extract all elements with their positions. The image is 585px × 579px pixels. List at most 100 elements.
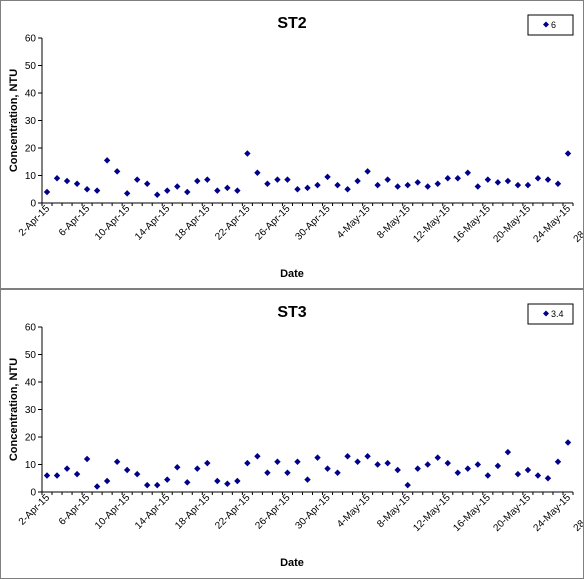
y-tick-label: 10: [25, 171, 37, 182]
data-point: [454, 175, 461, 182]
data-point: [564, 150, 572, 157]
data-point: [414, 179, 421, 186]
data-point: [364, 453, 371, 460]
data-point: [364, 168, 371, 175]
y-tick-label: 60: [25, 34, 37, 45]
data-point: [384, 176, 391, 183]
y-tick-label: 0: [30, 488, 36, 499]
data-point: [474, 183, 482, 190]
data-point: [554, 458, 562, 465]
x-tick-label: 8-May-15: [375, 203, 413, 241]
x-tick-label: 24-May-15: [532, 492, 574, 534]
data-point: [464, 465, 472, 472]
data-point: [174, 464, 181, 471]
data-point: [274, 458, 281, 465]
x-tick-label: 14-Apr-15: [133, 492, 173, 532]
y-tick-label: 0: [30, 199, 36, 210]
data-point: [143, 481, 151, 489]
data-point: [294, 186, 301, 193]
data-point: [224, 184, 231, 192]
legend-marker: [543, 21, 549, 28]
data-point: [43, 472, 51, 479]
data-point: [374, 181, 381, 189]
data-point: [554, 180, 562, 187]
data-point: [434, 180, 441, 187]
chart-title: ST3: [277, 304, 306, 321]
data-point: [274, 176, 281, 183]
x-tick-label: 14-Apr-15: [133, 203, 173, 243]
data-point: [164, 187, 171, 194]
data-point: [194, 465, 201, 472]
data-point: [53, 175, 61, 182]
data-point: [93, 187, 101, 194]
data-point: [544, 176, 552, 183]
data-point: [254, 453, 261, 460]
data-point: [113, 168, 121, 175]
y-tick-label: 20: [25, 144, 37, 155]
x-tick-label: 22-Apr-15: [213, 203, 253, 243]
data-point: [354, 177, 361, 185]
data-point: [154, 481, 161, 489]
data-point: [154, 191, 161, 198]
data-point: [374, 461, 381, 468]
data-point: [83, 455, 91, 463]
y-tick-label: 20: [25, 433, 37, 444]
data-point: [354, 458, 361, 465]
y-tick-label: 50: [25, 350, 37, 361]
data-point: [224, 480, 231, 487]
data-point: [234, 187, 241, 194]
data-point: [504, 448, 512, 456]
legend-label: 3.4: [551, 309, 564, 319]
data-point: [294, 458, 301, 465]
data-point: [484, 176, 492, 183]
data-point: [464, 169, 472, 176]
x-tick-label: 18-Apr-15: [173, 203, 213, 243]
x-tick-label: 24-May-15: [532, 203, 574, 245]
data-point: [43, 188, 51, 196]
legend-box: [527, 14, 574, 36]
data-point: [204, 459, 211, 467]
data-point: [424, 461, 431, 468]
data-point: [133, 176, 141, 183]
chart-panel-st3: ST3 3.4 0 10 20 30 40 50 60 2-Apr-15 6-Apr-15 10-Ap…: [0, 289, 584, 579]
data-point: [334, 181, 341, 189]
data-point: [194, 177, 201, 185]
y-tick-label: 30: [25, 405, 37, 416]
data-point: [404, 481, 411, 489]
x-tick-label: 4-May-15: [335, 203, 373, 241]
x-axis-label: Date: [280, 268, 304, 280]
legend: 6: [527, 14, 574, 36]
data-point: [53, 472, 61, 479]
data-point: [544, 475, 552, 482]
data-point: [344, 186, 351, 193]
data-point: [444, 175, 451, 182]
data-point: [474, 461, 482, 468]
data-point: [504, 177, 512, 185]
data-point: [454, 469, 461, 476]
data-point: [63, 465, 71, 472]
legend-box: [527, 303, 574, 325]
data-point: [284, 176, 291, 183]
data-point: [384, 459, 391, 467]
x-tick-label: 18-Apr-15: [173, 492, 213, 532]
data-point: [434, 454, 441, 461]
data-point: [284, 469, 291, 476]
x-tick-label: 10-Apr-15: [93, 492, 133, 532]
data-point: [234, 477, 241, 485]
x-tick-label: 30-Apr-15: [293, 203, 333, 243]
data-point: [524, 466, 532, 474]
chart-title: ST2: [277, 15, 306, 32]
x-tick-label: 4-May-15: [335, 492, 373, 530]
data-point: [304, 184, 311, 192]
x-tick-label: 26-Apr-15: [253, 203, 293, 243]
data-point: [264, 469, 271, 476]
x-tick-label: 6-Apr-15: [57, 492, 93, 528]
data-point: [324, 173, 331, 181]
data-point: [514, 470, 522, 478]
y-tick-label: 60: [25, 323, 37, 334]
y-tick-label: 10: [25, 460, 37, 471]
data-point: [304, 476, 311, 483]
x-tick-label: 22-Apr-15: [213, 492, 253, 532]
data-point: [414, 465, 421, 472]
